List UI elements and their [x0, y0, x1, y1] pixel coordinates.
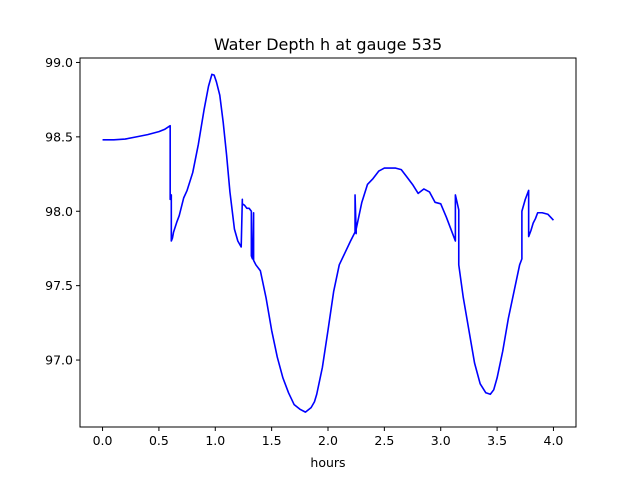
- y-tick-label: 98.5: [45, 129, 73, 144]
- x-tick-label: 1.0: [205, 433, 225, 448]
- x-tick-label: 2.5: [374, 433, 394, 448]
- series-line-0: [102, 73, 555, 413]
- x-tick-label: 3.5: [487, 433, 507, 448]
- x-axis: 0.0 0.5 1.0 1.5 2.0 2.5 3.0 3.5 4.0: [93, 427, 564, 448]
- x-tick-label: 1.5: [262, 433, 282, 448]
- y-tick-label: 97.5: [45, 278, 73, 293]
- chart-title: Water Depth h at gauge 535: [214, 35, 442, 54]
- x-tick-label: 3.0: [431, 433, 451, 448]
- x-axis-label: hours: [310, 455, 345, 470]
- x-tick-label: 4.0: [544, 433, 564, 448]
- axes-frame: [79, 57, 577, 428]
- y-tick-label: 97.0: [45, 353, 73, 368]
- y-tick-label: 98.0: [45, 204, 73, 219]
- x-tick-label: 2.0: [318, 433, 338, 448]
- x-tick-label: 0.0: [93, 433, 113, 448]
- y-tick-label: 99.0: [45, 55, 73, 70]
- plot-area: [102, 73, 555, 413]
- x-tick-label: 0.5: [149, 433, 169, 448]
- y-axis: 97.0 97.5 98.0 98.5 99.0: [45, 55, 80, 368]
